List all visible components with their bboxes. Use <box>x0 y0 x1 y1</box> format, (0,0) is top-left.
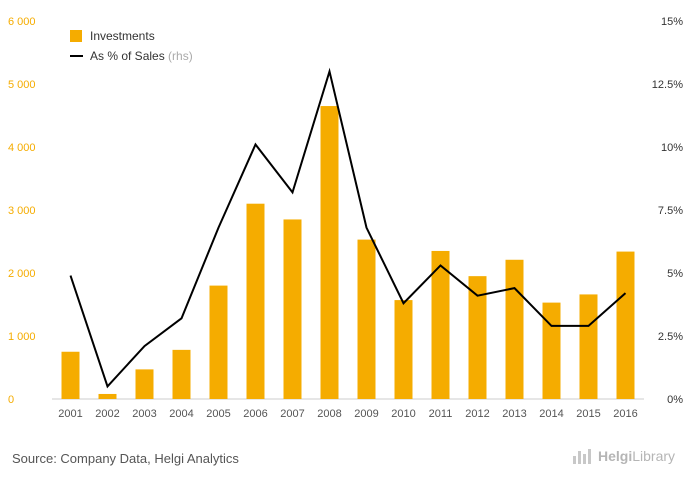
x-tick-label-2015: 2015 <box>576 408 600 420</box>
left-axis-tick-labels: 0 1 000 2 000 3 000 4 000 5 000 6 000 <box>8 16 36 406</box>
bar-2002 <box>98 393 117 399</box>
left-tick-label-5: 5 000 <box>8 79 36 91</box>
bar-2007 <box>283 219 302 399</box>
right-tick-label-1: 2.5% <box>658 331 683 343</box>
left-tick-label-4: 4 000 <box>8 142 36 154</box>
bar-2013 <box>505 259 524 399</box>
x-tick-label-2001: 2001 <box>58 408 82 420</box>
helgi-library-logo: Helgi Library <box>572 448 675 464</box>
bar-2008 <box>320 106 339 400</box>
left-tick-label-3: 3 000 <box>8 205 36 217</box>
x-tick-label-2013: 2013 <box>502 408 526 420</box>
left-tick-label-0: 0 <box>8 394 14 406</box>
bar-2004 <box>172 349 191 399</box>
legend: Investments As % of Sales (rhs) <box>70 29 193 63</box>
right-tick-label-0: 0% <box>667 394 683 406</box>
bar-2005 <box>209 285 228 399</box>
bar-2012 <box>468 276 487 399</box>
left-tick-label-1: 1 000 <box>8 331 36 343</box>
x-tick-labels: 2001 2002 2003 2004 2005 2006 2007 2008 2009 2010… <box>58 408 637 420</box>
right-tick-label-2: 5% <box>667 268 683 280</box>
bar-2016 <box>616 251 635 399</box>
right-tick-label-6: 15% <box>661 16 683 28</box>
x-tick-label-2011: 2011 <box>429 408 453 420</box>
bar-2015 <box>579 294 598 399</box>
legend-label-pct-of-sales: As % of Sales (rhs) <box>90 49 193 63</box>
left-tick-label-6: 6 000 <box>8 16 36 28</box>
source-note: Source: Company Data, Helgi Analytics <box>12 451 239 466</box>
bar-2001 <box>61 351 80 399</box>
legend-label-investments: Investments <box>90 29 155 43</box>
right-tick-label-3: 7.5% <box>658 205 683 217</box>
x-tick-label-2003: 2003 <box>132 408 156 420</box>
bar-2009 <box>357 239 376 399</box>
logo-text-helgi: Helgi <box>598 448 633 464</box>
x-tick-label-2012: 2012 <box>465 408 489 420</box>
right-tick-label-4: 10% <box>661 142 683 154</box>
left-tick-label-2: 2 000 <box>8 268 36 280</box>
logo-bars-icon <box>573 449 591 464</box>
logo-text-library: Library <box>632 448 676 464</box>
x-tick-label-2006: 2006 <box>243 408 267 420</box>
x-tick-label-2005: 2005 <box>206 408 230 420</box>
bar-2011 <box>431 250 450 399</box>
bar-2003 <box>135 369 154 399</box>
right-tick-label-5: 12.5% <box>652 79 683 91</box>
x-tick-label-2008: 2008 <box>317 408 341 420</box>
chart: 2001 2002 2003 2004 2005 2006 2007 2008 2009 2010… <box>8 16 683 420</box>
bar-2014 <box>542 302 561 399</box>
x-tick-label-2002: 2002 <box>95 408 119 420</box>
right-axis-tick-labels: 0% 2.5% 5% 7.5% 10% 12.5% 15% <box>652 16 683 406</box>
x-tick-label-2004: 2004 <box>169 408 193 420</box>
bar-2006 <box>246 203 265 399</box>
x-tick-label-2014: 2014 <box>539 408 563 420</box>
x-tick-label-2009: 2009 <box>354 408 378 420</box>
bars-group <box>61 106 635 400</box>
legend-swatch-investments <box>70 30 82 42</box>
x-tick-label-2016: 2016 <box>613 408 637 420</box>
x-tick-label-2010: 2010 <box>391 408 415 420</box>
legend-rhs-suffix: (rhs) <box>168 49 193 63</box>
x-tick-label-2007: 2007 <box>280 408 304 420</box>
bar-2010 <box>394 300 413 399</box>
series-line-pct-of-sales <box>69 67 627 389</box>
